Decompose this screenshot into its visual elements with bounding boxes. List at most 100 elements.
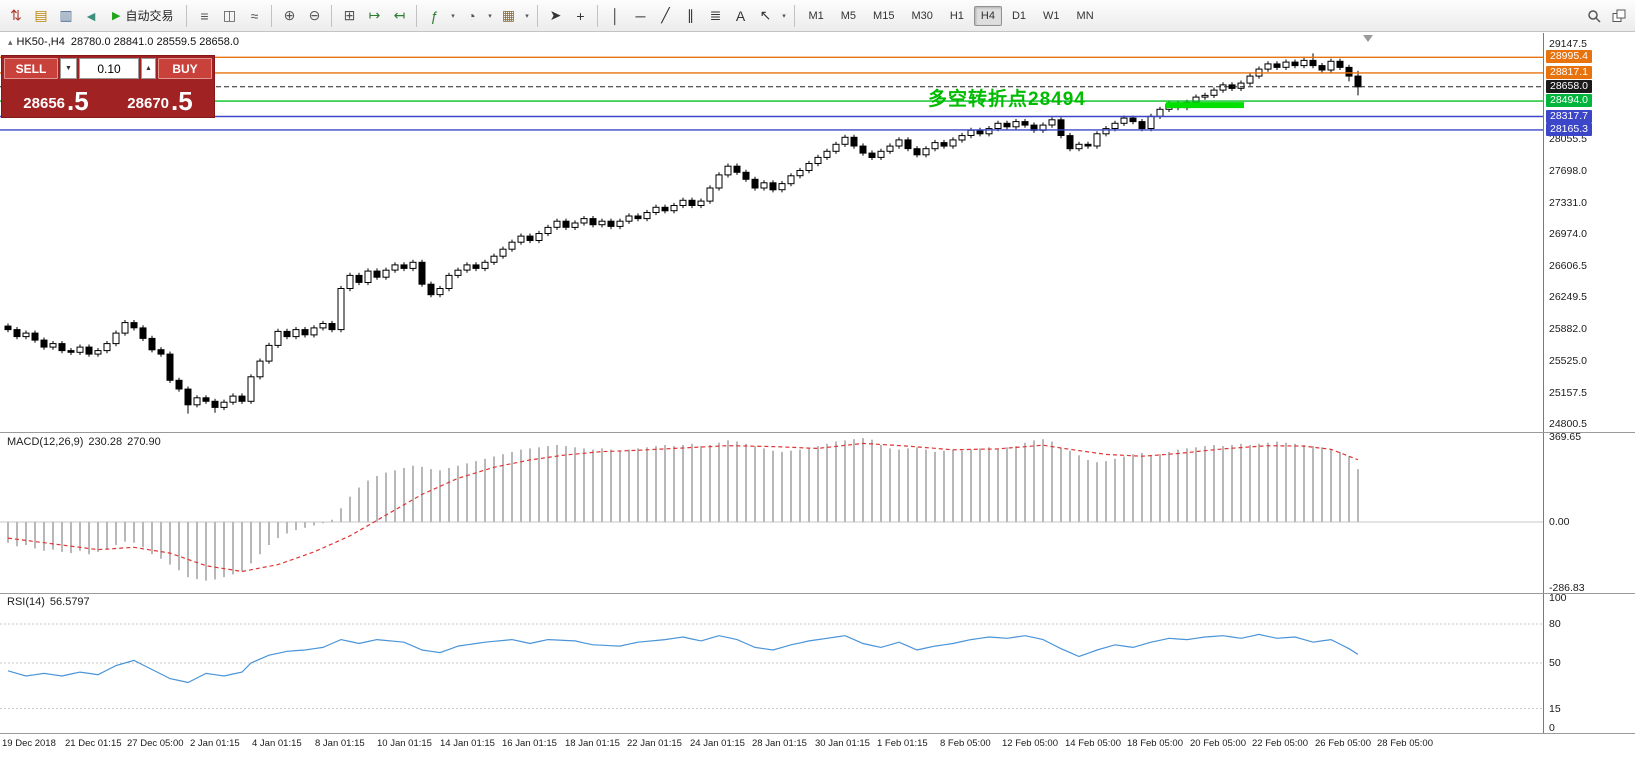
macd-axis-label: -286.83	[1549, 582, 1585, 594]
auto-scroll-icon[interactable]: ↦	[368, 7, 381, 23]
time-axis[interactable]: 19 Dec 2018 21 Dec 01:15 27 Dec 05:00 2 Jan…	[0, 733, 1635, 783]
chart-shift-icon[interactable]: ↤	[393, 7, 406, 23]
chart-plot[interactable]	[0, 33, 1543, 733]
buy-price-frac: .5	[171, 85, 193, 116]
price-axis-label: 25525.0	[1549, 355, 1587, 367]
time-axis-label: 10 Jan 01:15	[377, 738, 432, 749]
rsi-value: 56.5797	[49, 596, 90, 608]
panel-separator[interactable]	[0, 432, 1635, 433]
toolbar-separator	[537, 4, 539, 27]
time-axis-label: 14 Jan 01:15	[440, 738, 495, 749]
crosshair-icon[interactable]: +	[576, 7, 585, 24]
time-axis-label: 16 Jan 01:15	[502, 738, 557, 749]
sell-options-dropdown[interactable]: ▼	[60, 58, 77, 79]
buy-price[interactable]: 28670 .5	[108, 79, 212, 115]
horizontal-line-icon[interactable]: ─	[635, 7, 646, 24]
timeframe-m15-button[interactable]: M15	[873, 9, 895, 22]
chevron-down-icon[interactable]: ▾	[488, 12, 492, 20]
collapse-icon[interactable]: ▴	[8, 37, 13, 47]
macd-signal-line	[7, 442, 1359, 573]
timeframe-h1-button[interactable]: H1	[949, 9, 964, 22]
toolbar-separator	[331, 4, 333, 27]
time-axis-label: 28 Feb 05:00	[1377, 738, 1433, 749]
rsi-indicator-label: RSI(14) 56.5797	[7, 596, 95, 608]
sell-button[interactable]: SELL	[4, 58, 58, 79]
rsi-line	[7, 633, 1359, 684]
timeframe-m30-button[interactable]: M30	[911, 9, 933, 22]
macd-histogram	[7, 438, 1359, 581]
timeframe-mn-button[interactable]: MN	[1076, 9, 1094, 22]
zoom-in-icon[interactable]: ⊕	[283, 7, 296, 23]
profiles-icon[interactable]: ▥	[59, 7, 73, 23]
price-axis-label: 28055.5	[1549, 133, 1587, 145]
time-axis-label: 21 Dec 01:15	[65, 738, 122, 749]
chart-annotation-text: 多空转折点28494	[928, 89, 1086, 110]
time-axis-label: 22 Jan 01:15	[627, 738, 682, 749]
tile-windows-icon[interactable]: ⊞	[343, 7, 356, 23]
price-level-badge: 28317.7	[1546, 110, 1592, 123]
rsi-name: RSI(14)	[7, 596, 45, 608]
new-order-icon[interactable]: ⇅	[10, 7, 22, 23]
macd-value: 230.28	[88, 436, 123, 448]
zoom-out-icon[interactable]: ⊖	[308, 7, 321, 23]
timeframe-m5-button[interactable]: M5	[840, 9, 857, 22]
price-axis-label: 24800.5	[1549, 418, 1587, 430]
buy-button[interactable]: BUY	[158, 58, 212, 79]
volume-stepper[interactable]: ▲	[141, 58, 156, 79]
panel-separator	[0, 733, 1635, 734]
megaphone-icon[interactable]: ◄	[84, 7, 98, 24]
time-axis-label: 2 Jan 01:15	[190, 738, 240, 749]
rsi-axis-label: 50	[1549, 657, 1561, 669]
time-axis-label: 28 Jan 01:15	[752, 738, 807, 749]
toolbar-separator	[794, 4, 796, 27]
sell-price-frac: .5	[67, 85, 89, 116]
periods-icon[interactable]: ◔	[467, 7, 476, 24]
level-lines[interactable]	[0, 56, 1543, 131]
arrow-objects-icon[interactable]: ↖	[759, 7, 772, 23]
rsi-axis-label: 15	[1549, 703, 1561, 715]
vertical-line-icon[interactable]: │	[611, 7, 620, 24]
chevron-down-icon[interactable]: ▾	[451, 12, 455, 20]
search-icon[interactable]	[1582, 4, 1606, 28]
price-axis-label: 27698.0	[1549, 165, 1587, 177]
line-chart-icon[interactable]: ≈	[250, 7, 259, 24]
fibonacci-icon[interactable]: ≣	[709, 7, 722, 23]
panel-separator[interactable]	[0, 593, 1635, 594]
timeframe-w1-button[interactable]: W1	[1043, 9, 1060, 22]
timeframe-m1-button[interactable]: M1	[808, 9, 824, 22]
candlestick-chart-icon[interactable]: ◫	[222, 7, 237, 23]
indicators-icon[interactable]: ƒ	[430, 7, 439, 24]
time-axis-label: 8 Jan 01:15	[315, 738, 365, 749]
macd-axis-label: 369.65	[1549, 431, 1582, 443]
sell-price[interactable]: 28656 .5	[4, 79, 108, 115]
autotrade-label: 自动交易	[125, 9, 174, 23]
chevron-down-icon[interactable]: ▾	[525, 12, 529, 20]
templates-icon[interactable]: ▦	[501, 7, 516, 23]
cursor-icon[interactable]: ➤	[549, 7, 562, 23]
macd-name: MACD(12,26,9)	[7, 436, 84, 448]
timeframe-h4-button[interactable]: H4	[973, 5, 1002, 26]
price-axis[interactable]: 29147.5 28055.5 27698.0 27331.0 26974.0 26606…	[1543, 33, 1635, 734]
chevron-down-icon[interactable]: ▾	[782, 12, 786, 20]
bar-chart-icon[interactable]: ≡	[200, 7, 209, 24]
autotrade-button[interactable]: ▶ 自动交易	[104, 4, 181, 27]
windows-icon[interactable]	[1607, 4, 1631, 28]
timeframe-d1-button[interactable]: D1	[1011, 9, 1027, 22]
channel-icon[interactable]: ∥	[686, 7, 694, 23]
rsi-axis-label: 0	[1549, 722, 1555, 734]
toolbar-separator	[271, 4, 273, 27]
trendline-icon[interactable]: ╱	[661, 7, 670, 23]
charts-icon[interactable]: ▤	[34, 7, 48, 23]
chart-shift-marker[interactable]	[1363, 35, 1373, 42]
price-level-badge: 28658.0	[1546, 80, 1592, 93]
volume-input[interactable]	[79, 58, 139, 79]
time-axis-label: 27 Dec 05:00	[127, 738, 184, 749]
highlight-band[interactable]	[1166, 102, 1244, 109]
macd-signal-value: 270.90	[127, 436, 161, 448]
price-axis-label: 27331.0	[1549, 197, 1587, 209]
time-axis-label: 22 Feb 05:00	[1252, 738, 1308, 749]
rsi-level-lines	[0, 623, 1543, 709]
price-axis-label: 26249.5	[1549, 291, 1587, 303]
time-axis-label: 18 Jan 01:15	[565, 738, 620, 749]
text-icon[interactable]: A	[735, 7, 746, 24]
